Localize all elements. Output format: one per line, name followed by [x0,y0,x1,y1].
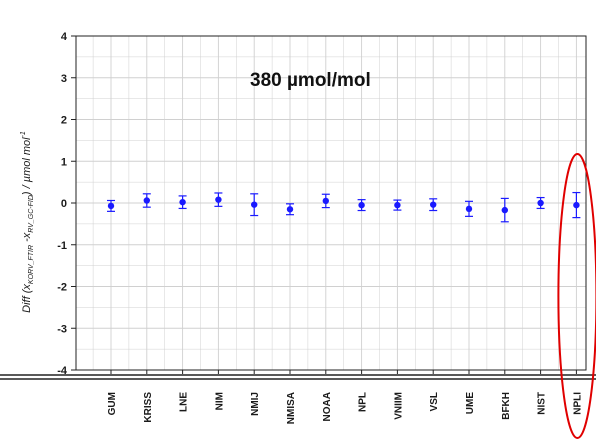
data-marker [322,197,329,205]
y-tick-label: 3 [61,73,67,85]
y-tick-label: 0 [61,198,67,210]
y-tick-label: -2 [57,282,67,294]
data-point [250,193,259,217]
data-marker [286,206,294,213]
y-label-mid: -x [21,232,33,245]
data-point [321,193,330,209]
x-tick-label: BFKH [501,392,512,420]
data-point [142,193,151,208]
x-tick-label: NPL [358,392,369,412]
chart-annotation: 380 µmol/mol [250,70,371,91]
y-tick-label: -4 [57,365,68,377]
data-point [178,195,187,210]
data-marker [215,196,222,203]
x-tick-label: UME [465,392,476,415]
x-tick-label: NMIJ [250,392,261,416]
data-marker [107,202,115,210]
x-axis: GUM KRISS LNE NIM NMIJ NMISA NOAA NPL VNIIM VSL UM… [107,370,583,424]
x-tick-label: GUM [107,392,118,415]
y-label-sub2: RV_GC-FID [28,195,35,233]
data-point [107,199,115,212]
x-tick-label: NPLI [572,392,583,415]
data-point [357,199,366,212]
y-tick-label: 2 [61,115,67,127]
x-tick-label: VSL [429,392,440,411]
data-marker [573,201,580,209]
x-tick-label: NIST [537,392,548,415]
data-marker [501,206,508,214]
data-point [286,203,294,216]
y-label-sup: -1 [20,131,27,137]
highlight-ellipse [557,153,596,439]
x-tick-label: NOAA [322,392,333,421]
data-marker [143,197,150,204]
y-tick-label: -3 [57,323,67,335]
y-axis: 4 3 2 1 0 -1 -2 -3 -4 [57,31,76,377]
data-marker [394,201,401,209]
data-point [572,191,581,219]
x-tick-label: NIM [214,392,225,410]
data-series [107,191,581,223]
y-tick-label: 1 [61,156,67,168]
y-label-sub1: KORV_FTIR [28,245,35,284]
data-point [500,197,509,223]
y-tick-label: 4 [61,31,68,43]
y-label-suffix: ) / µmol mol [21,137,33,197]
x-tick-label: NMISA [286,392,297,424]
data-marker [251,201,258,208]
data-point [393,199,402,211]
data-point [465,200,473,217]
data-point [214,192,223,207]
y-tick-label: -1 [57,240,67,252]
data-marker [537,199,544,207]
y-label-prefix: Diff (x [21,284,33,313]
x-tick-label: KRISS [143,392,154,423]
data-marker [179,198,186,206]
data-point [429,198,438,212]
y-axis-label: Diff (xKORV_FTIR -xRV_GC-FID) / µmol mol… [20,131,35,313]
data-marker [465,205,473,213]
data-point [536,196,545,210]
x-tick-label: VNIIM [393,392,404,420]
x-tick-label: LNE [179,392,190,412]
data-marker [430,201,437,208]
data-marker [358,201,365,209]
